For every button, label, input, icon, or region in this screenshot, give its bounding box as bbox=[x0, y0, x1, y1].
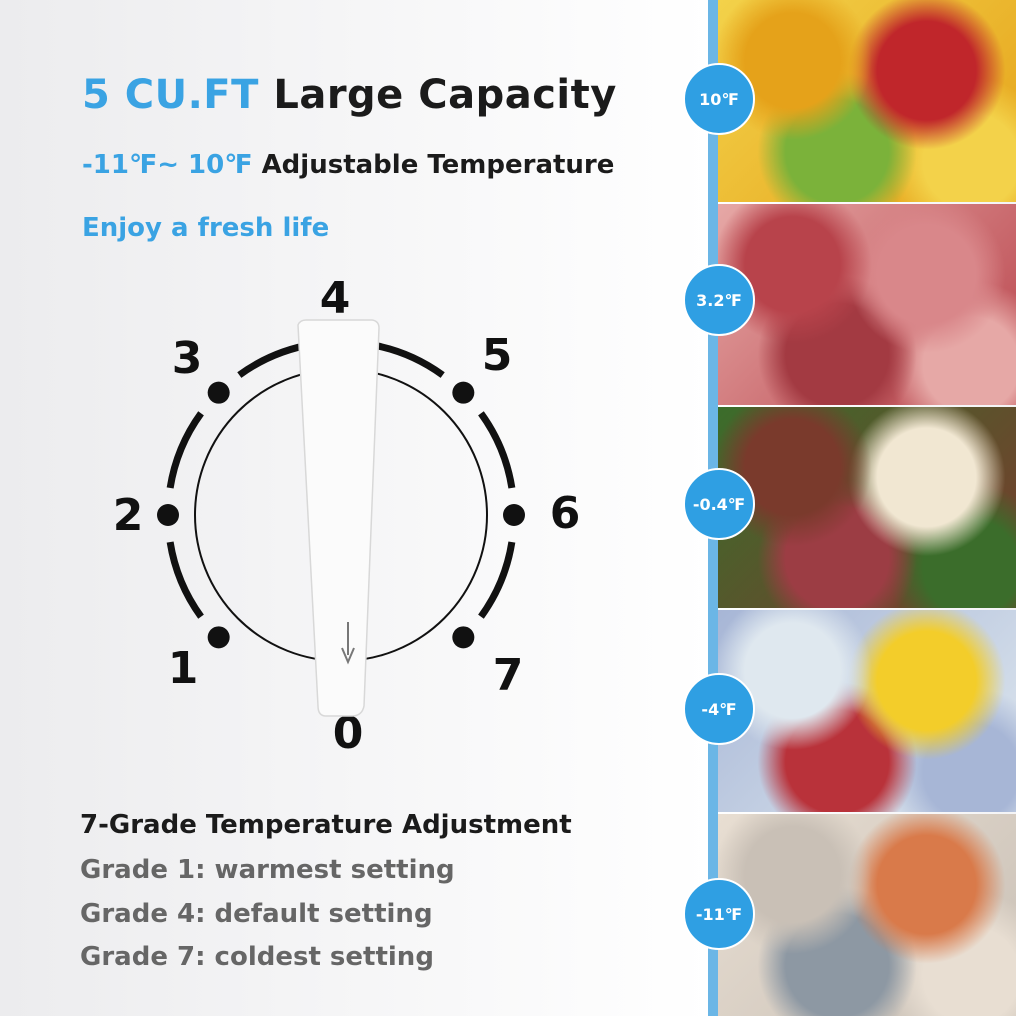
dial-dot bbox=[157, 504, 179, 526]
grade-item: Grade 7: coldest setting bbox=[80, 942, 434, 972]
temperature-range-value: -11℉~ 10℉ bbox=[82, 150, 253, 180]
dial-dot bbox=[503, 504, 525, 526]
dial-knob[interactable] bbox=[297, 319, 380, 717]
dial-dot bbox=[207, 626, 230, 649]
food-image-frozen-fruit bbox=[718, 610, 1016, 812]
grade-item: Grade 4: default setting bbox=[80, 899, 433, 929]
dial-number-5: 5 bbox=[482, 330, 513, 381]
dial-number-4: 4 bbox=[320, 273, 351, 324]
tagline: Enjoy a fresh life bbox=[82, 213, 330, 243]
dial-arc-segment bbox=[166, 411, 204, 489]
dial-number-1: 1 bbox=[168, 643, 199, 694]
headline-capacity: 5 CU.FT bbox=[82, 72, 259, 118]
dial-dot bbox=[452, 381, 475, 404]
knob-arrow-icon bbox=[341, 622, 355, 665]
headline: 5 CU.FT Large Capacity bbox=[82, 72, 617, 118]
dial-dots bbox=[157, 381, 525, 649]
dial-arc-segment bbox=[166, 541, 204, 619]
food-image-meat bbox=[718, 204, 1016, 405]
headline-rest: Large Capacity bbox=[273, 72, 617, 118]
temperature-badge: 3.2℉ bbox=[683, 264, 755, 336]
dial-arc-segment bbox=[478, 411, 516, 489]
dial-dot bbox=[452, 626, 475, 649]
dial-dot bbox=[207, 381, 230, 404]
dial-number-6: 6 bbox=[550, 488, 581, 539]
temperature-badge: -0.4℉ bbox=[683, 468, 755, 540]
dial-number-2: 2 bbox=[113, 490, 144, 541]
dial-arc-segment bbox=[367, 340, 445, 378]
temperature-badge: 10℉ bbox=[683, 63, 755, 135]
food-image-ice-cream bbox=[718, 407, 1016, 608]
grades-title: 7-Grade Temperature Adjustment bbox=[80, 810, 572, 840]
temperature-badge: -4℉ bbox=[683, 673, 755, 745]
grade-item: Grade 1: warmest setting bbox=[80, 855, 455, 885]
temperature-range-label: Adjustable Temperature bbox=[261, 150, 615, 180]
temperature-range: -11℉~ 10℉ Adjustable Temperature bbox=[82, 150, 614, 180]
temperature-badge: -11℉ bbox=[683, 878, 755, 950]
dial-arc-segment bbox=[478, 541, 516, 619]
food-image-seafood bbox=[718, 814, 1016, 1016]
food-image-vegetables bbox=[718, 0, 1016, 202]
dial-number-7: 7 bbox=[493, 650, 524, 701]
dial-number-3: 3 bbox=[172, 333, 203, 384]
